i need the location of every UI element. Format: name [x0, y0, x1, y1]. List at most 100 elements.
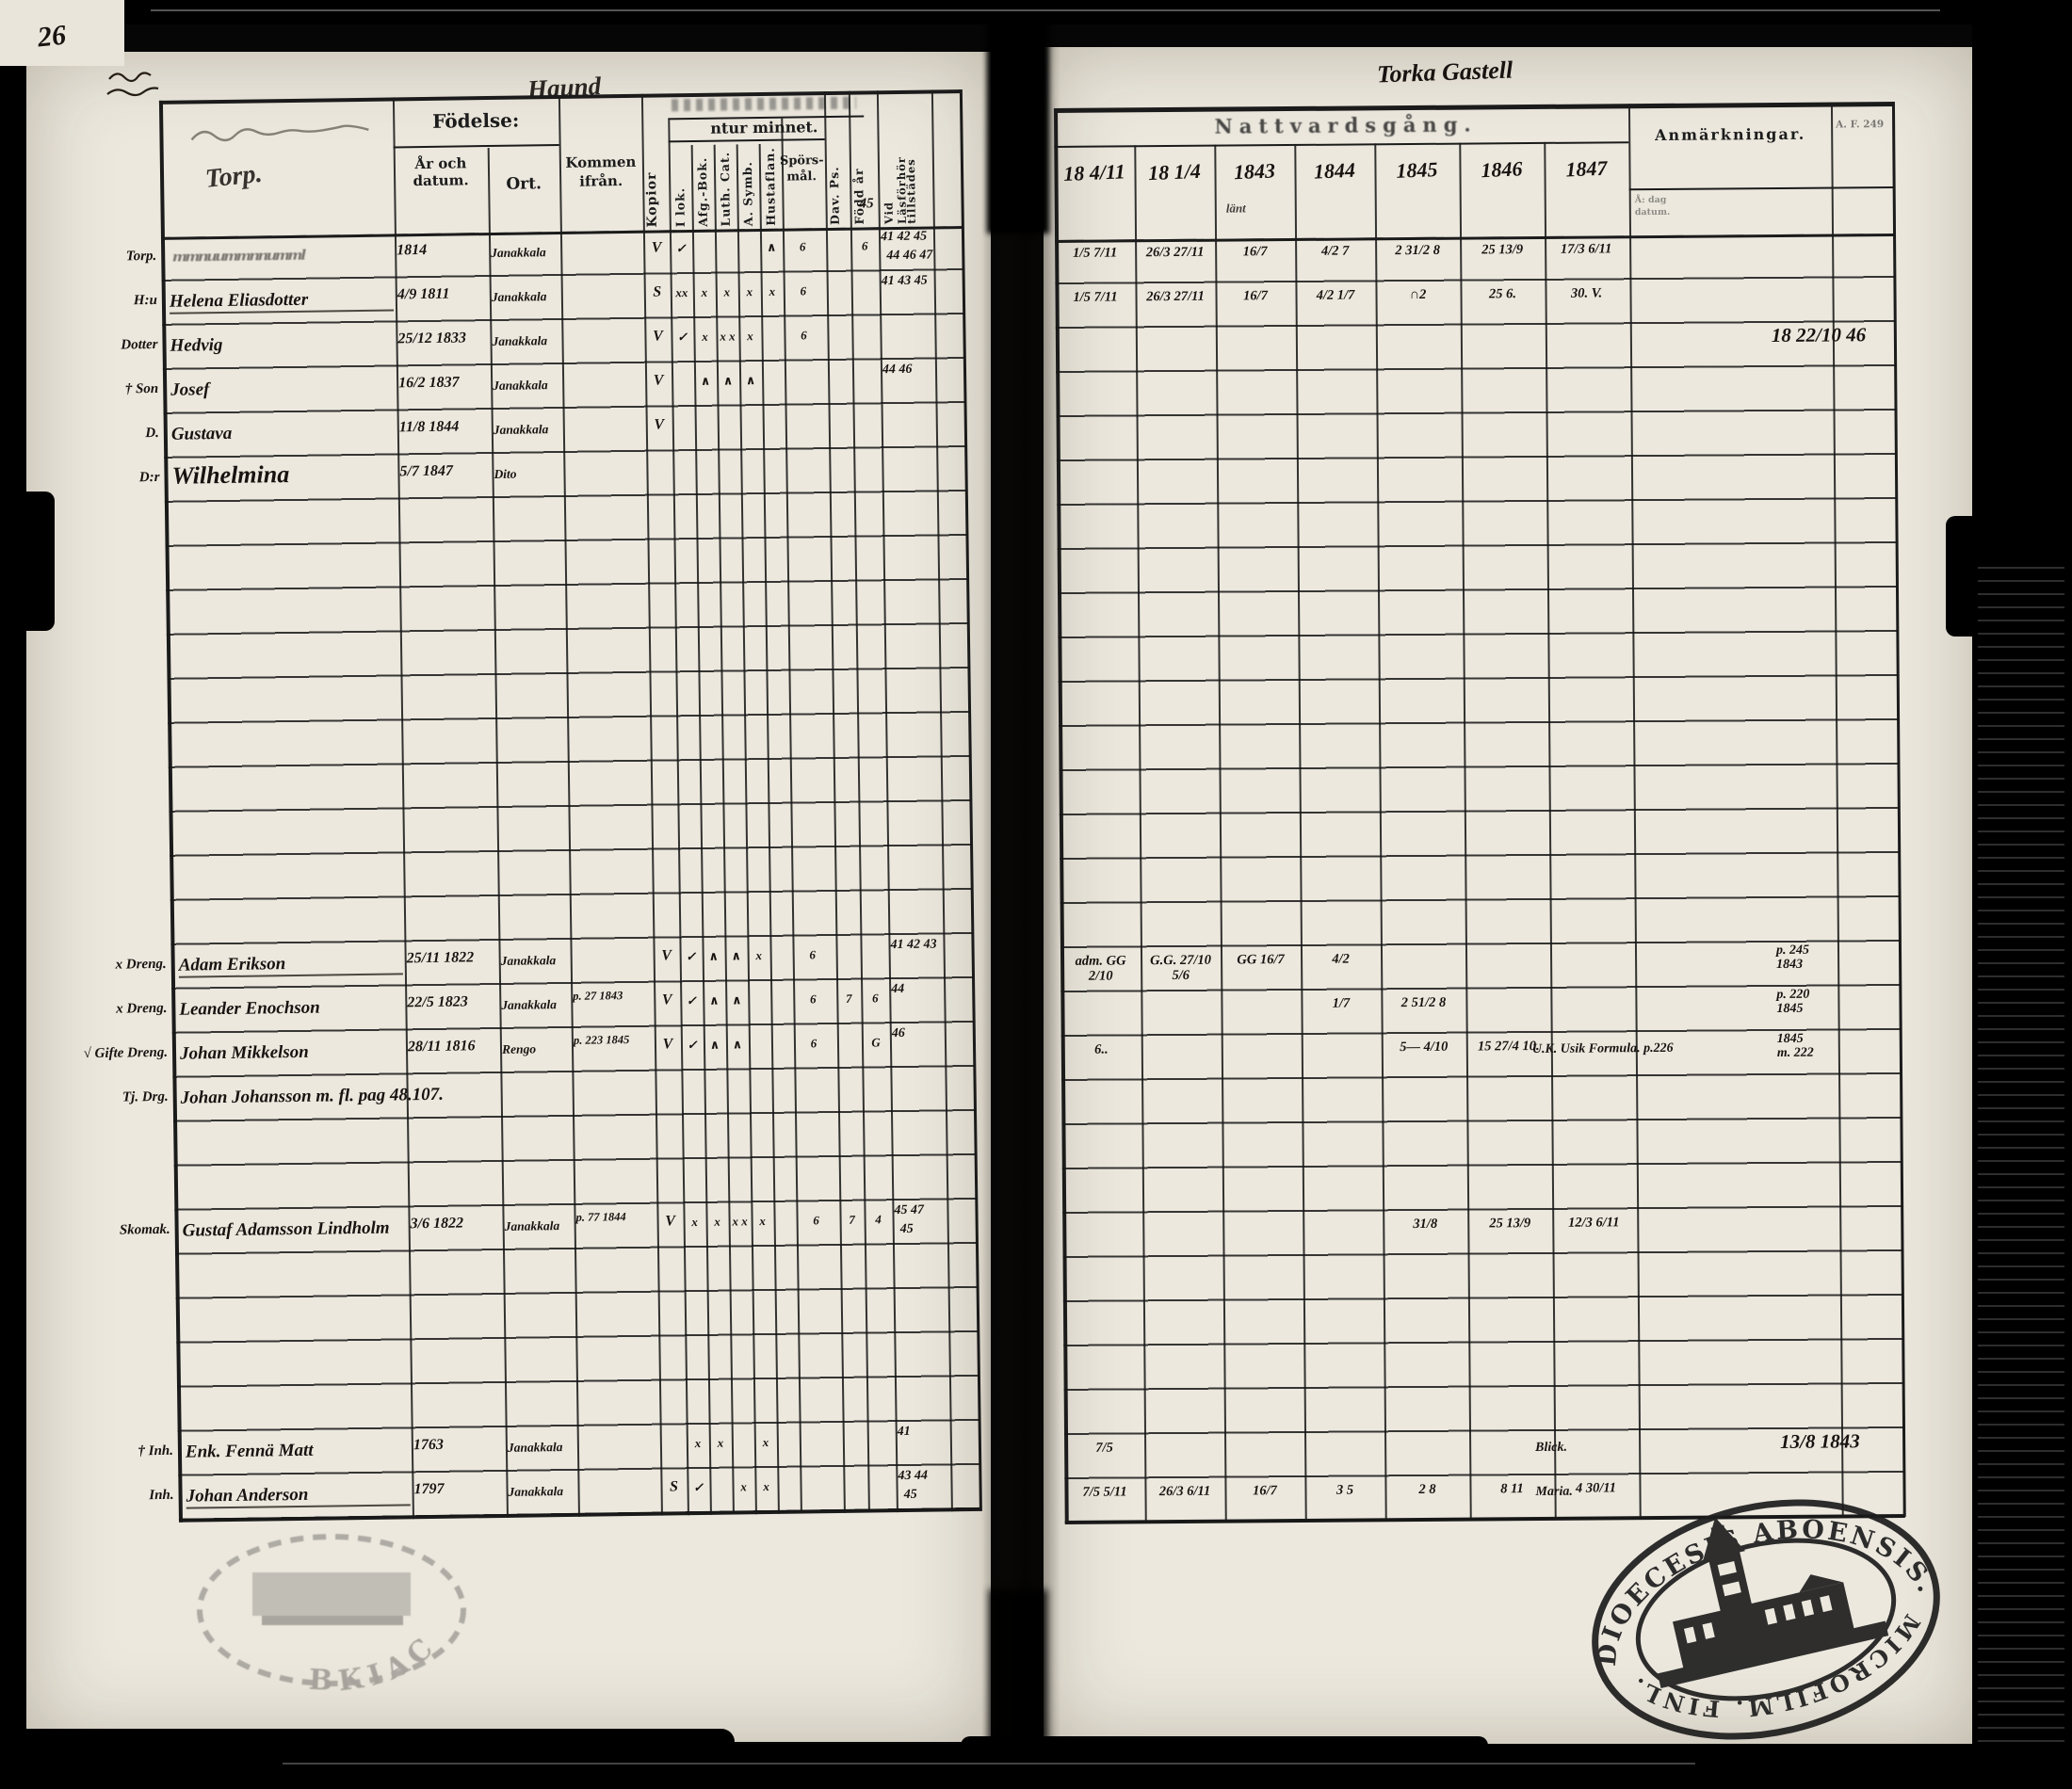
row-margin-label: D. — [145, 425, 159, 442]
dioecesis-aboensis-stamp: DIOECESIS ABOENSIS. MICROFILM. FINL. — [1569, 1482, 1944, 1751]
row-reading-mark: ✓ — [686, 993, 697, 1008]
communion-mark: 12/3 6/11 — [1568, 1215, 1620, 1231]
row-reading-mark: x — [691, 1215, 698, 1230]
scan-border-right — [1972, 0, 2072, 1789]
row-margin-label: √ Gifte Dreng. — [83, 1044, 169, 1062]
communion-mark: 7/5 — [1095, 1440, 1113, 1456]
row-name: Johan Mikkelson — [179, 1041, 309, 1064]
row-birth-place: Janakkala — [504, 1218, 560, 1233]
row-birth-date: 25/12 1833 — [397, 330, 467, 347]
row-birth-date: 28/11 1816 — [407, 1038, 476, 1056]
header-utur-minnet: ntur minnet. — [710, 118, 818, 137]
right-page-title-handwriting: Torka Gastell — [1376, 56, 1514, 89]
row-attendance-years: 45 47 — [894, 1202, 925, 1218]
grid-line-h — [1054, 141, 1629, 148]
communion-mark: 6.. — [1093, 1041, 1109, 1057]
row-birth-date: 5/7 1847 — [399, 462, 454, 480]
header-hustaflan: Hustaflan. — [762, 147, 778, 226]
row-attendance-years: 44 46 47 — [886, 248, 933, 264]
row-name: Josef — [170, 379, 210, 400]
row-reading-mark: 4 — [875, 1212, 882, 1227]
name-column-faded-scribble — [190, 124, 369, 142]
communion-mark: 26/3 27/11 — [1145, 244, 1205, 261]
row-kopior-mark: S — [669, 1478, 679, 1495]
faint-archive-stamp: BKIAC — [197, 1534, 466, 1698]
header-kommen-ifran: Kommen ifrån. — [565, 153, 637, 190]
row-birth-date: 22/5 1823 — [407, 993, 468, 1011]
communion-mark: 17/3 6/11 — [1560, 241, 1612, 257]
row-birth-place: Janakkala — [508, 1484, 564, 1499]
row-attendance-years: 45 — [899, 1221, 914, 1237]
row-reading-mark: ∧ — [745, 373, 756, 388]
film-notch-right — [1946, 516, 2044, 637]
corner-scribble-handwriting — [106, 72, 159, 97]
header-sporsmal: Spörs-mål. — [779, 153, 824, 185]
row-reading-mark: xx — [675, 285, 688, 300]
row-birth-date: 25/11 1822 — [406, 949, 475, 967]
row-margin-label: Skomak. — [119, 1221, 170, 1238]
row-reading-mark: ✓ — [692, 1479, 704, 1495]
header-vid-forhor-2: tillstädes — [903, 158, 918, 224]
row-reading-mark: x — [701, 284, 708, 299]
row-reading-mark: x — [714, 1214, 720, 1229]
row-reading-mark: 6 — [861, 238, 868, 253]
header-fodelse: Födelse: — [432, 108, 520, 133]
gutter-top-shadow — [987, 0, 1049, 234]
row-attendance-years: 46 — [891, 1025, 905, 1041]
communion-mark: 26/3 6/11 — [1158, 1483, 1211, 1500]
scan-scratch-top — [151, 9, 1940, 11]
row-attendance-years: 44 — [891, 981, 905, 997]
row-kopior-mark: V — [653, 372, 664, 389]
header-year-note: länt — [1225, 201, 1246, 216]
header-dav-ps: Dav. Ps. — [826, 166, 842, 226]
row-reading-mark: x — [747, 329, 753, 344]
row-birth-date: 1814 — [397, 241, 428, 259]
communion-mark: 1/5 7/11 — [1073, 289, 1118, 305]
row-name: Helena Eliasdotter — [169, 288, 395, 314]
header-ort: Ort. — [506, 174, 542, 194]
communion-mark: 5— 4/10 — [1400, 1039, 1449, 1056]
corner-patch — [0, 0, 124, 66]
row-reading-mark: ∧ — [708, 948, 720, 963]
row-far-note: 1845 m. 222 — [1776, 1031, 1814, 1060]
row-birth-date: 4/9 1811 — [397, 285, 450, 303]
row-far-note: 13/8 1843 — [1780, 1429, 1860, 1453]
row-kopior-mark: S — [653, 283, 662, 300]
book-gutter — [981, 47, 1060, 1744]
row-reading-mark: ∧ — [709, 1037, 720, 1052]
header-luth-cat: Luth. Cat. — [717, 151, 733, 227]
header-year-label: 18 4/11 — [1062, 159, 1126, 186]
header-nattvardsgang: Nattvardsgång. — [1214, 112, 1478, 138]
row-birth-place: Janakkala — [491, 289, 547, 305]
row-reading-mark: 7 — [845, 991, 852, 1006]
row-kommen-ifran: p. 223 1845 — [573, 1033, 630, 1047]
header-kopior: Kopior — [644, 171, 660, 228]
row-birth-date: 1763 — [413, 1436, 445, 1454]
row-reading-mark: ∧ — [731, 992, 742, 1007]
row-reading-mark: 7 — [849, 1212, 855, 1227]
row-reading-mark: ✓ — [676, 330, 688, 345]
communion-mark: GG 16/7 — [1237, 952, 1285, 968]
row-birth-place: Janakkala — [493, 422, 549, 437]
grid-line-h — [668, 138, 825, 143]
communion-mark: 25 6. — [1488, 286, 1517, 302]
header-ar-och-datum: År och datum. — [413, 154, 469, 190]
row-margin-label: x Dreng. — [116, 1000, 168, 1017]
communion-mark: 30. V. — [1570, 285, 1603, 301]
row-name-illegible: mmnuummnnumml — [172, 247, 304, 266]
header-i-lok: I lok. — [672, 186, 688, 228]
page-number: 26 — [36, 19, 68, 54]
row-reading-mark: 6 — [871, 991, 879, 1006]
header-year-label: 18 1/4 — [1147, 158, 1202, 185]
header-year-label: 1847 — [1564, 155, 1608, 182]
row-reading-mark: 6 — [809, 947, 817, 962]
row-reading-mark: 6 — [810, 1036, 817, 1051]
row-reading-mark: ✓ — [675, 241, 687, 256]
header-smudge — [671, 96, 857, 112]
communion-mark: 16/7 — [1253, 1483, 1277, 1499]
stamp-church-glyph — [1657, 1517, 1889, 1688]
row-reading-mark: ∧ — [731, 948, 742, 963]
row-margin-label: † Son — [124, 380, 159, 397]
row-kopior-mark: V — [662, 1036, 673, 1053]
